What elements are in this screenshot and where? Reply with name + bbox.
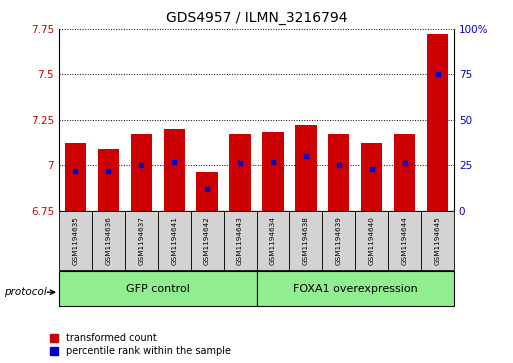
Text: protocol: protocol	[4, 287, 47, 297]
Bar	[131, 134, 152, 211]
Bar	[421, 211, 454, 270]
Bar	[361, 143, 382, 211]
Bar	[59, 271, 256, 306]
Text: GSM1194636: GSM1194636	[105, 216, 111, 265]
Text: GSM1194642: GSM1194642	[204, 216, 210, 265]
Bar	[256, 211, 289, 270]
Bar	[191, 211, 224, 270]
Bar	[388, 211, 421, 270]
Bar	[229, 134, 251, 211]
Bar	[158, 211, 191, 270]
Text: GSM1194643: GSM1194643	[237, 216, 243, 265]
Bar	[394, 134, 416, 211]
Bar	[125, 211, 158, 270]
Bar	[355, 211, 388, 270]
Text: GSM1194641: GSM1194641	[171, 216, 177, 265]
Text: GSM1194639: GSM1194639	[336, 216, 342, 265]
Text: GSM1194645: GSM1194645	[435, 216, 441, 265]
Bar	[328, 134, 349, 211]
Bar	[295, 125, 317, 211]
Bar	[164, 129, 185, 211]
Text: GSM1194638: GSM1194638	[303, 216, 309, 265]
Text: GFP control: GFP control	[126, 284, 190, 294]
Text: FOXA1 overexpression: FOXA1 overexpression	[293, 284, 418, 294]
Bar	[322, 211, 355, 270]
Bar	[59, 211, 92, 270]
Text: GSM1194644: GSM1194644	[402, 216, 408, 265]
Bar	[92, 211, 125, 270]
Text: GSM1194634: GSM1194634	[270, 216, 276, 265]
Bar	[97, 149, 119, 211]
Bar	[224, 211, 256, 270]
Bar	[256, 271, 454, 306]
Bar	[262, 132, 284, 211]
Text: GSM1194640: GSM1194640	[369, 216, 374, 265]
Bar	[65, 143, 86, 211]
Text: GSM1194637: GSM1194637	[139, 216, 144, 265]
Bar	[289, 211, 322, 270]
Legend: transformed count, percentile rank within the sample: transformed count, percentile rank withi…	[48, 331, 233, 358]
Title: GDS4957 / ILMN_3216794: GDS4957 / ILMN_3216794	[166, 11, 347, 25]
Bar	[196, 172, 218, 211]
Bar	[427, 34, 448, 211]
Text: GSM1194635: GSM1194635	[72, 216, 78, 265]
